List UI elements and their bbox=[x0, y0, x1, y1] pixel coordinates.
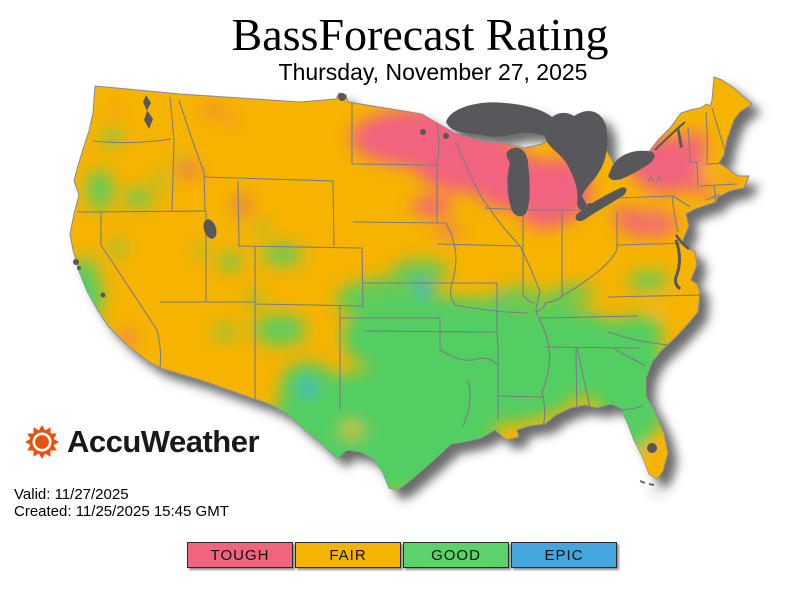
lake-ontario bbox=[608, 150, 655, 181]
lake-superior bbox=[446, 102, 559, 137]
florida-keys bbox=[639, 480, 655, 486]
fair-rating-blobs bbox=[341, 164, 719, 481]
legend-item-fair: FAIR bbox=[295, 542, 401, 568]
map-meta: Valid: 11/27/2025 Created: 11/25/2025 15… bbox=[14, 486, 229, 520]
accuweather-logo: AccuWeather bbox=[22, 422, 260, 462]
puget-sound bbox=[143, 95, 153, 129]
legend-item-good: GOOD bbox=[403, 542, 509, 568]
lake-huron bbox=[544, 111, 608, 210]
lake-champlain bbox=[677, 127, 683, 148]
chesapeake-bay bbox=[674, 239, 682, 291]
legend-item-tough: TOUGH bbox=[187, 542, 293, 568]
lake-tahoe bbox=[100, 292, 106, 298]
lake-of-the-woods bbox=[338, 93, 346, 101]
page-title: BassForecast Rating bbox=[231, 9, 609, 60]
sun-icon bbox=[25, 425, 59, 459]
water-bodies bbox=[73, 93, 690, 486]
lake-st-clair bbox=[587, 203, 593, 209]
legend-item-epic: EPIC bbox=[511, 542, 617, 568]
lake-okeechobee bbox=[647, 443, 657, 453]
lake-erie bbox=[575, 187, 627, 222]
delaware-bay bbox=[674, 234, 690, 251]
accuweather-wordmark: AccuWeather bbox=[67, 424, 260, 459]
valid-date-text: Valid: 11/27/2025 bbox=[14, 486, 129, 503]
rating-legend: TOUGH FAIR GOOD EPIC bbox=[187, 542, 617, 568]
hot-spot-blobs bbox=[111, 104, 251, 219]
st-lawrence-river bbox=[654, 121, 686, 151]
created-date-text: Created: 11/25/2025 15:45 GMT bbox=[14, 503, 229, 520]
great-salt-lake bbox=[203, 219, 217, 239]
lake-michigan bbox=[506, 147, 530, 217]
mille-lacs-lake bbox=[443, 133, 449, 139]
san-francisco-bay bbox=[73, 259, 79, 265]
forecast-date: Thursday, November 27, 2025 bbox=[278, 59, 588, 85]
